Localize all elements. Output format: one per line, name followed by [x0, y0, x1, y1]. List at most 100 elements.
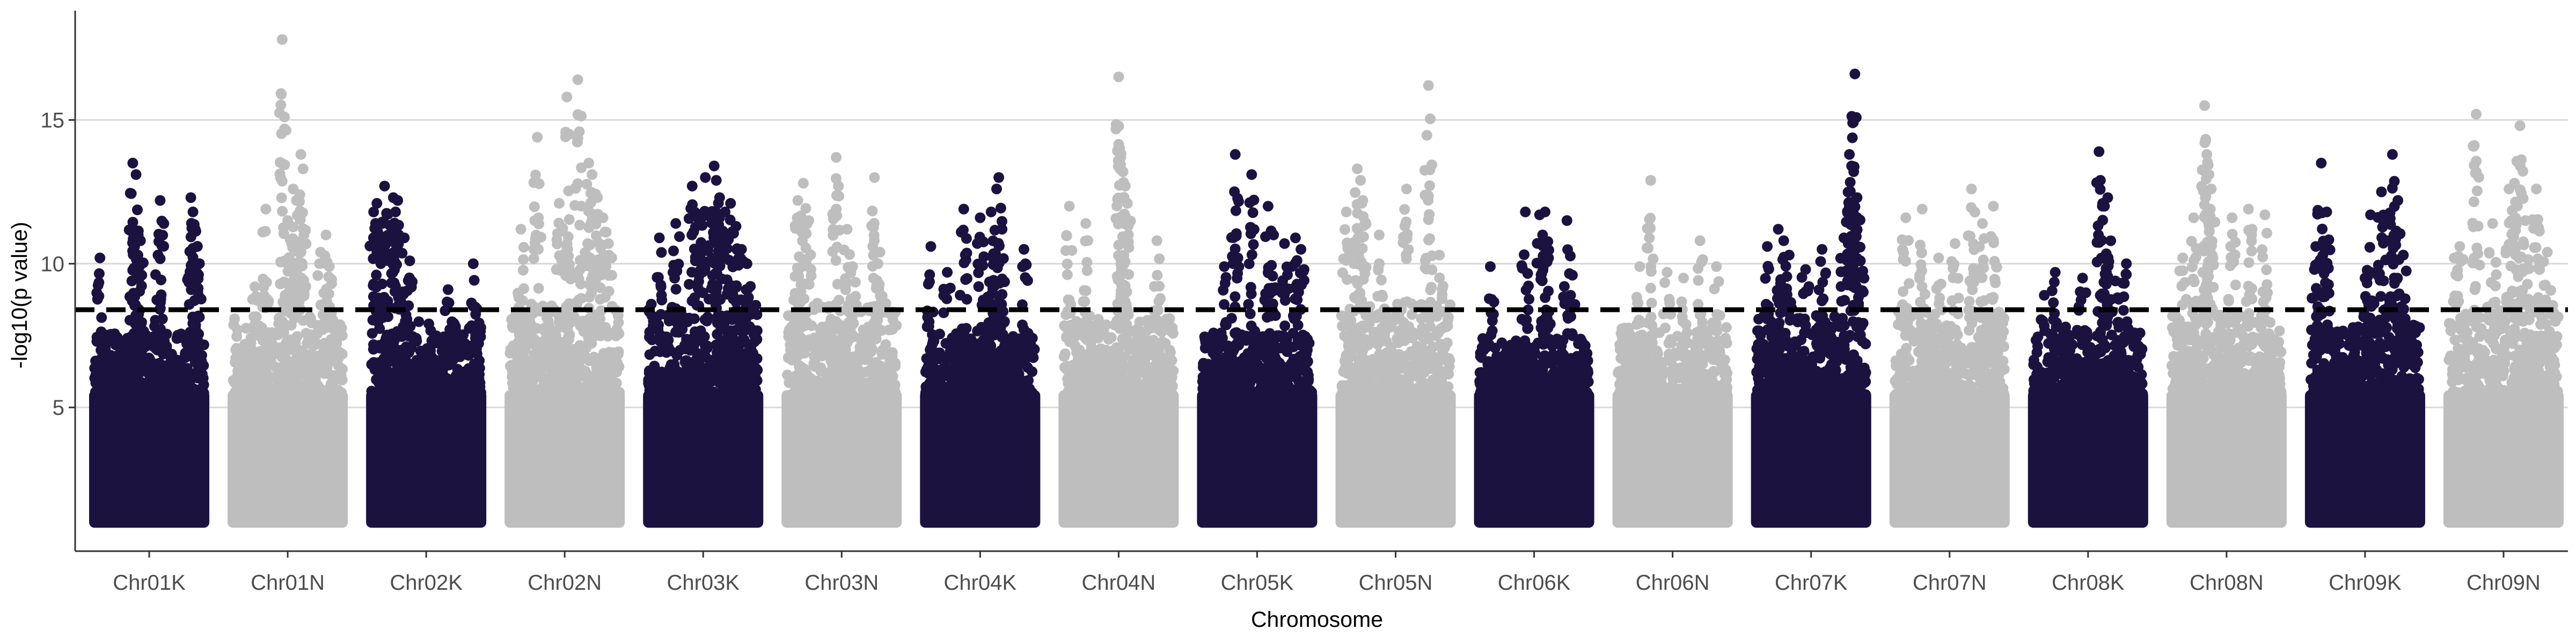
snp-point [938, 354, 948, 365]
snp-peak-point [130, 169, 142, 180]
snp-point [572, 178, 583, 189]
snp-point [574, 219, 586, 231]
snp-point [973, 267, 984, 279]
snp-peak-point [399, 232, 410, 244]
snp-point [246, 353, 257, 364]
snp-point [994, 257, 1005, 268]
snp-peak-point [187, 206, 199, 217]
snp-point [302, 374, 313, 385]
snp-peak-point [730, 221, 742, 232]
snp-point [96, 326, 107, 338]
snp-point [276, 192, 287, 203]
chromosome-Chr02K-points [364, 180, 487, 528]
snp-point [603, 286, 614, 297]
snp-point [524, 316, 536, 327]
snp-point [613, 361, 625, 372]
snp-point [595, 313, 606, 325]
snp-point [672, 396, 684, 406]
snp-point [452, 364, 463, 375]
snp-point [702, 340, 713, 352]
snp-point [419, 392, 430, 404]
snp-peak-point [874, 246, 885, 258]
snp-peak-point [368, 206, 379, 217]
snp-point [294, 196, 305, 207]
snp-point [138, 326, 149, 337]
snp-point [155, 291, 166, 303]
chromosome-Chr01K-points [89, 157, 210, 528]
snp-point [831, 190, 842, 201]
snp-point [318, 356, 330, 367]
snp-point [1135, 349, 1146, 360]
snp-point [586, 338, 597, 349]
snp-peak-point [714, 192, 725, 203]
snp-point [122, 365, 133, 377]
snp-peak-point [467, 258, 479, 269]
snp-point [300, 365, 311, 377]
snp-point [153, 229, 164, 240]
snp-point [426, 369, 437, 380]
snp-point [530, 170, 541, 180]
snp-point [413, 316, 425, 327]
snp-point [794, 362, 806, 373]
snp-point [1023, 375, 1034, 386]
snp-point [731, 280, 742, 291]
snp-point [312, 270, 324, 281]
snp-point [643, 365, 655, 376]
snp-point [823, 320, 834, 331]
snp-point [697, 220, 708, 231]
snp-point [921, 321, 933, 332]
snp-point [450, 326, 462, 337]
snp-peak-point [985, 206, 997, 217]
snp-point [251, 311, 262, 323]
snp-point [525, 365, 537, 376]
snp-point [690, 394, 701, 405]
snp-point [186, 395, 197, 406]
chromosome-Chr04N-points [1058, 71, 1179, 528]
snp-point [131, 368, 143, 379]
snp-point [803, 386, 814, 397]
snp-point [457, 336, 468, 348]
snp-point [564, 214, 575, 225]
snp-point [835, 380, 846, 391]
snp-point [927, 351, 938, 362]
snp-peak-point [587, 169, 598, 180]
snp-point [748, 329, 759, 340]
snp-peak-point [295, 149, 306, 160]
snp-point [874, 279, 885, 290]
snp-point [513, 314, 524, 325]
snp-point [538, 394, 550, 405]
snp-point [846, 396, 858, 407]
snp-point [611, 331, 621, 341]
dense-band-Chr01N [228, 390, 348, 528]
snp-point [940, 338, 952, 349]
snp-point [246, 380, 257, 391]
snp-peak-point [841, 224, 853, 235]
snp-point [99, 335, 109, 346]
snp-peak-point [532, 131, 543, 143]
snp-point [442, 296, 452, 308]
snp-point [310, 338, 321, 349]
snp-point [712, 374, 723, 385]
snp-point [152, 345, 163, 356]
snp-point [90, 355, 101, 367]
snp-peak-point [997, 224, 1008, 235]
snp-peak-point [592, 192, 603, 203]
snp-point [928, 394, 939, 405]
snp-point [800, 278, 811, 289]
snp-point [660, 396, 671, 407]
snp-point [720, 325, 731, 335]
snp-point [867, 206, 878, 217]
snp-point [404, 272, 415, 283]
snp-point [474, 362, 485, 374]
snp-point [273, 342, 284, 354]
snp-point [717, 312, 728, 323]
snp-point [367, 394, 378, 406]
data-points [89, 34, 2564, 528]
snp-point [550, 330, 561, 341]
chromosome-Chr02N-points [504, 74, 625, 528]
snp-peak-point [797, 178, 809, 189]
snp-point [574, 355, 586, 366]
snp-point [678, 312, 690, 323]
snp-point [583, 379, 594, 390]
